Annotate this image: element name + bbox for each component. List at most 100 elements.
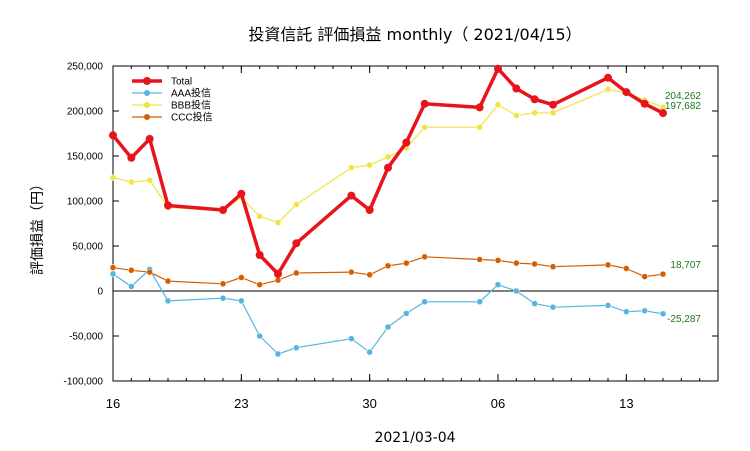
data-point xyxy=(109,270,117,278)
data-point xyxy=(494,257,502,264)
x-tick-label: 30 xyxy=(362,396,376,411)
data-point xyxy=(164,277,172,285)
legend-marker xyxy=(144,90,150,96)
data-point xyxy=(421,253,428,261)
data-point xyxy=(128,178,135,186)
data-point xyxy=(237,189,246,198)
x-tick-label: 06 xyxy=(491,396,505,411)
x-tick-label: 13 xyxy=(619,396,633,411)
data-point xyxy=(622,88,631,97)
data-point xyxy=(293,269,300,277)
data-point xyxy=(530,95,539,104)
data-point xyxy=(549,263,557,270)
data-point xyxy=(146,268,153,276)
x-axis-label: 2021/03-04 xyxy=(374,430,455,446)
data-point xyxy=(274,219,282,226)
data-point xyxy=(128,267,135,274)
y-tick-label: 50,000 xyxy=(72,242,103,253)
data-point xyxy=(384,262,392,270)
data-point xyxy=(109,131,117,140)
end-value-label: 204,262 xyxy=(665,91,702,102)
legend-marker xyxy=(144,102,150,108)
data-point xyxy=(494,281,502,288)
data-point xyxy=(421,298,428,306)
data-point xyxy=(238,297,245,305)
plot-border xyxy=(112,65,719,382)
data-point xyxy=(512,84,521,93)
data-point xyxy=(255,251,264,259)
series-1 xyxy=(109,266,667,358)
data-point xyxy=(109,264,117,271)
data-point xyxy=(219,280,227,288)
data-point xyxy=(513,287,520,295)
data-point xyxy=(293,344,300,351)
data-point xyxy=(421,123,428,131)
data-point xyxy=(494,64,502,73)
data-point xyxy=(238,274,245,281)
y-ticks: 250,000 200,000 150,000 100,000 50,000 0 -50,0… xyxy=(64,62,718,388)
end-value-label: 197,682 xyxy=(665,101,702,112)
end-value-label: -25,287 xyxy=(667,314,701,325)
legend-label: BBB投信 xyxy=(171,99,211,112)
data-point xyxy=(164,201,172,210)
data-point xyxy=(531,300,538,307)
data-point xyxy=(402,138,411,147)
data-point xyxy=(127,153,136,162)
data-point xyxy=(274,269,282,278)
data-point xyxy=(219,294,227,302)
data-point xyxy=(366,348,373,356)
series-0 xyxy=(109,64,667,278)
y-tick-label: -50,000 xyxy=(69,332,103,343)
data-point xyxy=(274,350,282,358)
chart-title: 投資信託 評価損益 monthly（ 2021/04/15） xyxy=(248,25,581,44)
data-point xyxy=(384,163,392,172)
y-axis-label: 評価損益（円） xyxy=(30,177,46,275)
legend-label: CCC投信 xyxy=(171,111,213,124)
data-point xyxy=(549,109,557,117)
series-2 xyxy=(109,86,667,226)
data-point xyxy=(146,177,153,184)
data-point xyxy=(604,86,612,93)
legend-marker xyxy=(143,77,151,85)
data-point xyxy=(659,109,667,118)
y-tick-label: 0 xyxy=(97,287,103,298)
data-point xyxy=(384,323,392,331)
data-point xyxy=(513,259,520,267)
data-point xyxy=(256,332,263,340)
data-point xyxy=(256,213,263,220)
data-point xyxy=(256,281,263,288)
data-point xyxy=(403,259,410,267)
data-point xyxy=(292,239,301,248)
legend-marker xyxy=(144,114,150,120)
data-point xyxy=(623,265,630,272)
data-point xyxy=(347,191,356,200)
data-point xyxy=(475,103,484,112)
series-3 xyxy=(109,253,667,288)
data-point xyxy=(513,112,520,119)
y-tick-label: 200,000 xyxy=(67,107,104,118)
data-point xyxy=(549,303,557,311)
x-tick-label: 16 xyxy=(106,396,120,411)
data-point xyxy=(494,101,502,108)
data-point xyxy=(384,153,392,161)
series-layer xyxy=(109,64,667,358)
data-point xyxy=(531,109,538,117)
data-point xyxy=(420,99,429,108)
data-point xyxy=(365,206,374,214)
data-point xyxy=(274,276,282,284)
data-point xyxy=(128,283,135,290)
data-point xyxy=(366,271,373,279)
data-point xyxy=(348,268,355,276)
y-tick-label: 150,000 xyxy=(67,152,104,163)
data-point xyxy=(640,99,649,108)
legend-label: AAA投信 xyxy=(171,87,211,100)
data-point xyxy=(109,174,117,181)
data-point xyxy=(531,260,538,268)
data-point xyxy=(476,256,483,263)
data-point xyxy=(604,302,612,309)
data-point xyxy=(219,206,227,214)
data-point xyxy=(604,261,612,269)
data-point xyxy=(293,201,300,208)
y-tick-label: 100,000 xyxy=(67,197,104,208)
